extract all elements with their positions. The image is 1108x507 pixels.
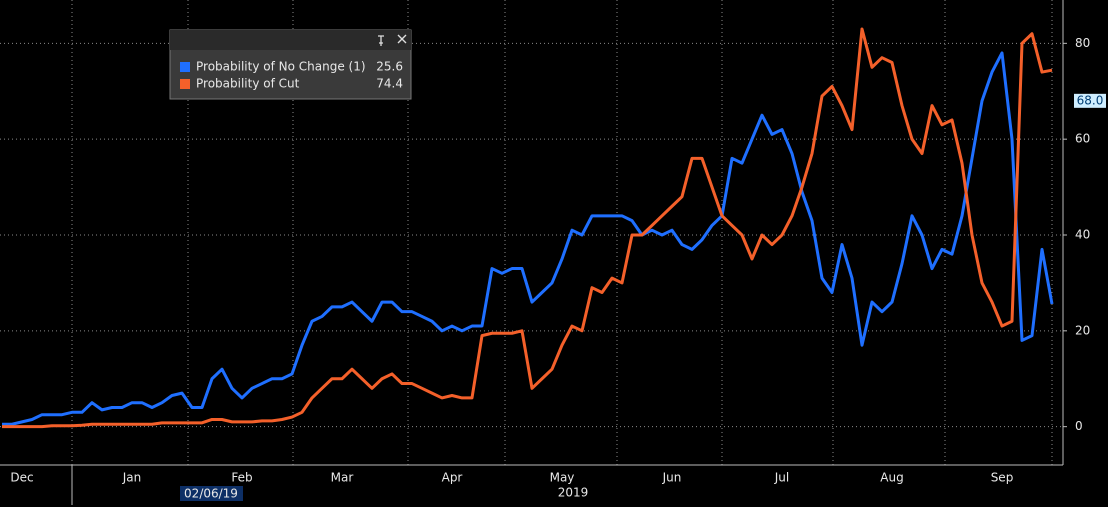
pin-icon[interactable]	[378, 35, 384, 46]
legend-value: 25.6	[376, 60, 403, 74]
x-tick-label: Jun	[662, 471, 682, 485]
series-line	[2, 27, 1053, 429]
y-tick-label: 20	[1075, 323, 1090, 337]
year-label: 2019	[558, 486, 589, 500]
x-tick-label: Jul	[774, 471, 789, 485]
series-line	[2, 51, 1054, 426]
cursor-value-box	[1074, 93, 1106, 108]
legend-swatch	[180, 79, 190, 89]
x-tick-label: Feb	[231, 471, 252, 485]
cursor-date: 02/06/19	[184, 487, 238, 501]
legend-label: Probability of Cut	[196, 77, 300, 91]
x-tick-label: Apr	[442, 471, 463, 485]
plot	[0, 27, 1063, 429]
month-separators	[71, 0, 1053, 505]
y-tick-label: 60	[1075, 132, 1090, 146]
cursor-date-box	[180, 486, 243, 501]
x-tick-label: Aug	[880, 471, 903, 485]
y-tick-label: 0	[1075, 419, 1083, 433]
close-icon[interactable]	[397, 34, 407, 44]
legend-value: 74.4	[376, 77, 403, 91]
y-tick-label: 40	[1075, 228, 1090, 242]
x-tick-label: Mar	[331, 471, 354, 485]
y-tick-label: 80	[1075, 36, 1090, 50]
legend-header	[170, 30, 411, 50]
x-tick-label: Dec	[10, 471, 33, 485]
cursor-value: 68.0	[1077, 93, 1104, 107]
x-tick-label: May	[550, 471, 575, 485]
legend: Probability of No Change (1) 25.6 Probabil…	[169, 29, 412, 100]
x-tick-label: Sep	[991, 471, 1014, 485]
x-tick-label: Jan	[122, 471, 142, 485]
legend-label: Probability of No Change (1)	[196, 60, 366, 74]
legend-swatch	[180, 62, 190, 72]
